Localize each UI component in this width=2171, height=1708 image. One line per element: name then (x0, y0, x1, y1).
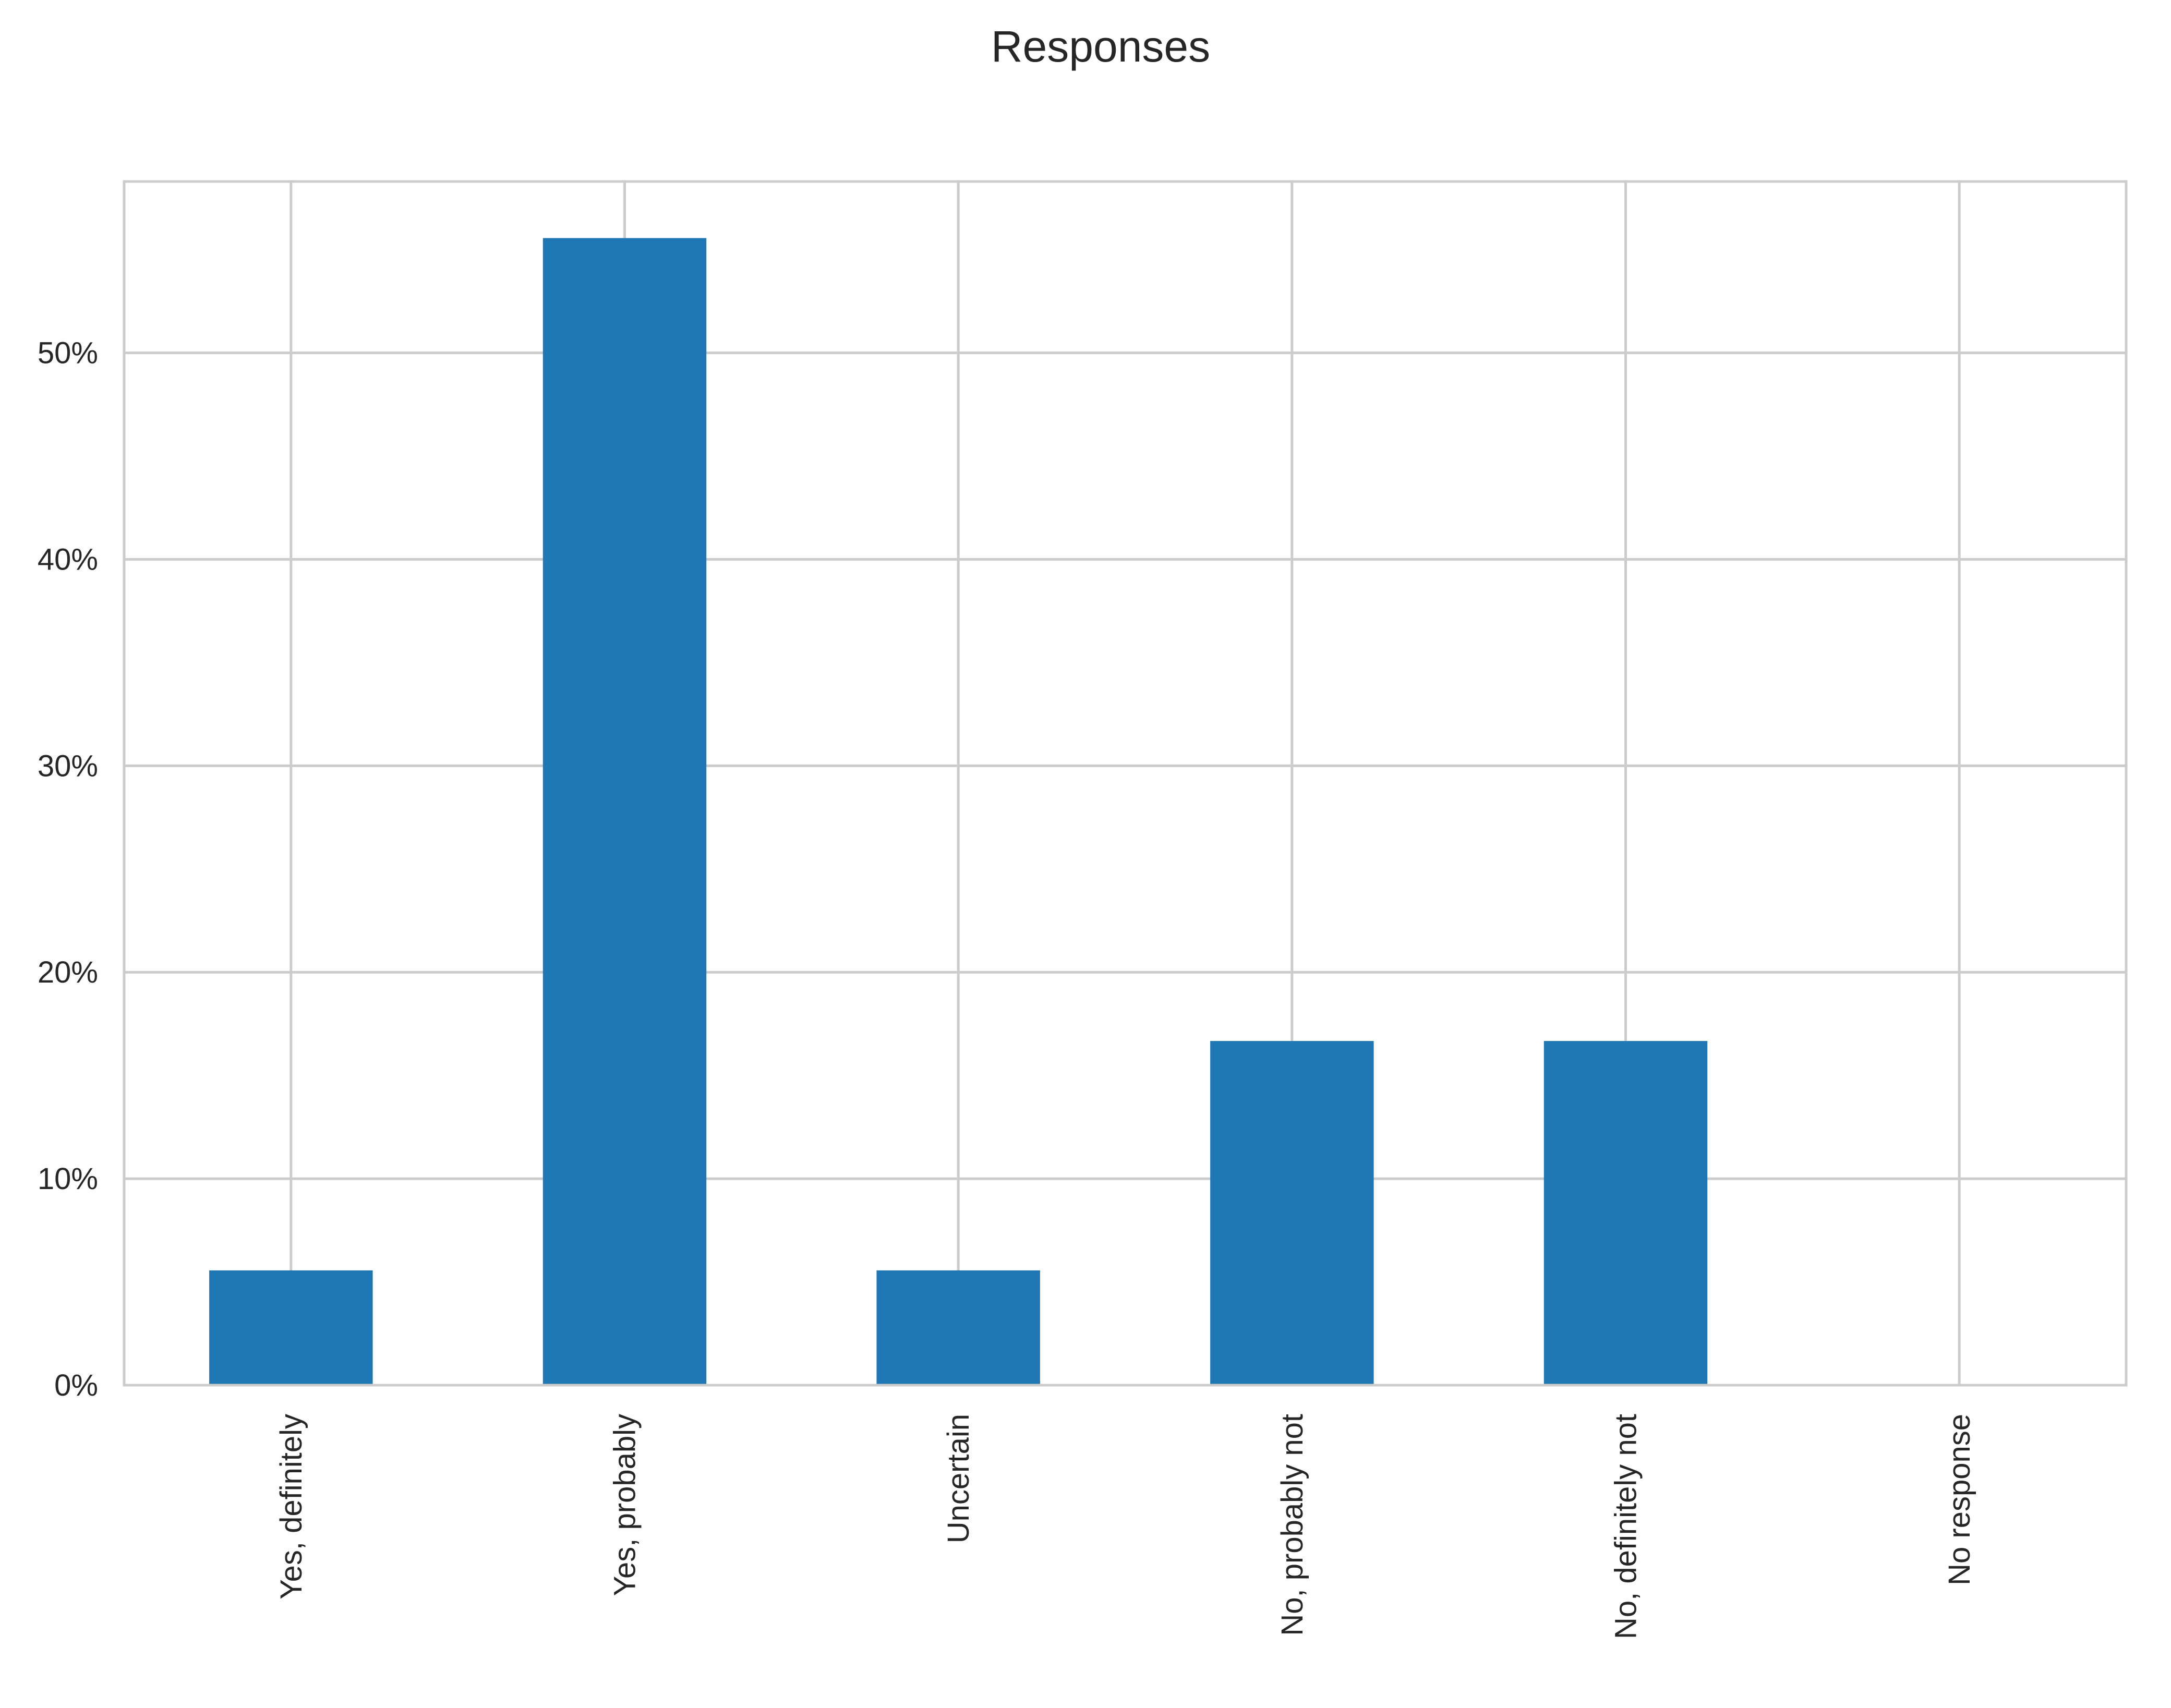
x-tick-label: No, definitely not (1609, 1414, 1643, 1639)
y-tick-label: 0% (54, 1368, 98, 1402)
bar (1210, 1041, 1374, 1385)
chart-title: Responses (991, 22, 1210, 71)
y-tick-label: 40% (38, 542, 98, 576)
y-tick-label: 50% (38, 336, 98, 370)
bar (209, 1270, 373, 1385)
x-tick-label: Yes, probably (608, 1414, 642, 1596)
y-tick-label: 20% (38, 955, 98, 989)
x-tick-label: Yes, definitely (274, 1414, 308, 1600)
y-tick-labels: 0% 10% 20% 30% 40% 50% (38, 336, 98, 1402)
x-tick-label: Uncertain (942, 1414, 975, 1543)
grid-lines (124, 181, 2126, 1387)
plot-frame (123, 180, 2128, 1387)
bars (209, 238, 1708, 1385)
x-tick-labels: Yes, definitely Yes, probably Uncertain No,… (274, 1414, 1976, 1639)
bar (876, 1270, 1040, 1385)
y-tick-label: 30% (38, 749, 98, 783)
bar (1543, 1041, 1708, 1385)
y-tick-label: 10% (38, 1162, 98, 1196)
bar (542, 238, 707, 1385)
x-tick-label: No response (1943, 1414, 1976, 1585)
x-tick-label: No, probably not (1275, 1414, 1309, 1636)
